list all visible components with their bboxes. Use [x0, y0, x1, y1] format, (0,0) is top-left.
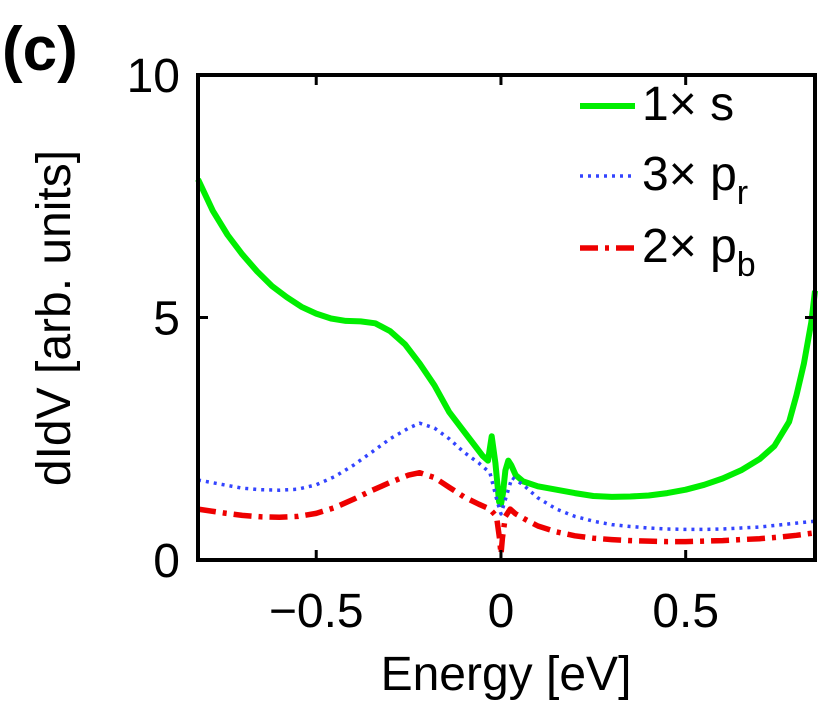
series-line-3 [197, 469, 816, 557]
series-line-2 [197, 421, 816, 532]
x-tick-label: 0 [488, 585, 515, 638]
y-tick-label: 0 [153, 535, 180, 588]
y-tick-label: 10 [127, 50, 180, 103]
y-axis-label: dIdV [arb. units] [28, 150, 81, 486]
legend-label: 3× pr [642, 148, 748, 212]
x-tick-label: −0.5 [269, 585, 364, 638]
tick-layer: −0.5 0 0.5 0 5 10 [127, 50, 815, 638]
legend: 1× s 3× pr 2× pb [580, 78, 756, 284]
panel-label: (c) [2, 15, 78, 84]
legend-label: 2× pb [642, 220, 756, 284]
series-line-1 [195, 178, 818, 508]
x-tick-label: 0.5 [652, 585, 719, 638]
series-layer [195, 178, 818, 557]
legend-label: 1× s [642, 78, 734, 131]
x-axis-label: Energy [eV] [381, 648, 632, 701]
y-tick-label: 5 [153, 293, 180, 346]
